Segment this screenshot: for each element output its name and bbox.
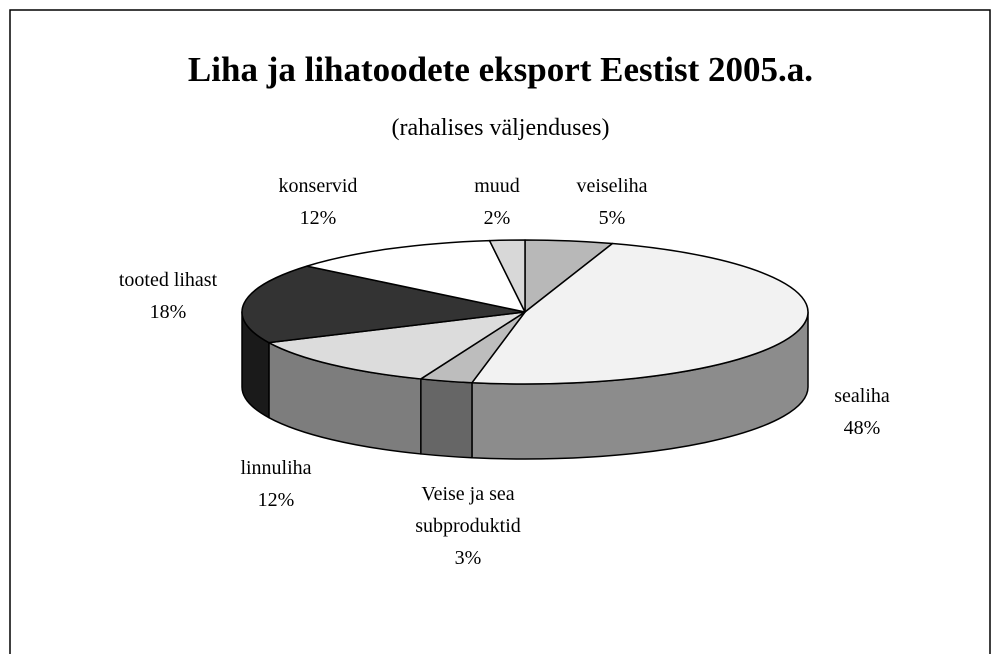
frame [9, 9, 991, 654]
pie-slice [268, 311, 526, 380]
chart-subtitle: (rahalises väljenduses) [391, 115, 610, 141]
pie-slice [306, 239, 526, 313]
slice-label: sealiha [834, 385, 890, 407]
slice-value-label: 5% [598, 207, 626, 229]
slice-label: konservid [278, 175, 358, 197]
slice-value-label: 48% [843, 417, 881, 439]
pie-slice [471, 242, 809, 385]
pie-slice [488, 239, 526, 313]
pie-slice [241, 265, 526, 344]
slice-value-label: 12% [299, 207, 337, 229]
slice-label: linnuliha [240, 457, 312, 479]
slice-value-label: 18% [149, 301, 187, 323]
chart-title: Liha ja lihatoodete eksport Eestist 2005… [187, 50, 814, 89]
pie-slice-side [420, 378, 473, 459]
slice-label: muud [474, 175, 520, 197]
slice-label: tooted lihast [118, 269, 218, 291]
slice-label: veiseliha [576, 175, 648, 197]
slice-value-label: 12% [257, 489, 295, 511]
slice-label: Veise ja sea subproduktid [415, 483, 521, 537]
slice-value-label: 2% [483, 207, 511, 229]
slice-value-label: 3% [454, 547, 482, 569]
